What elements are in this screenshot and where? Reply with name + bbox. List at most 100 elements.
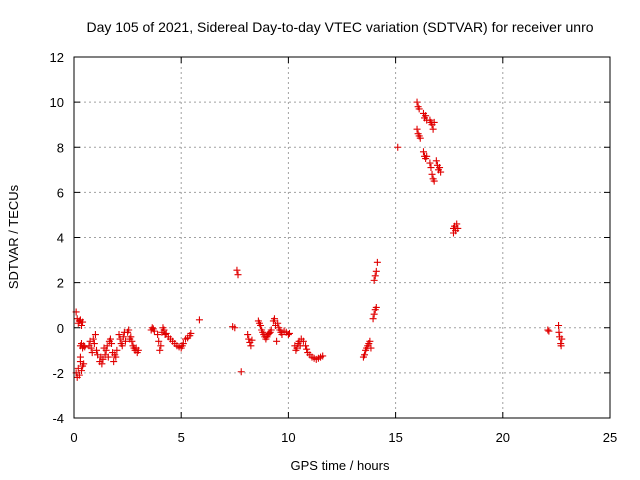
data-point	[427, 164, 435, 172]
data-point	[430, 118, 438, 126]
data-point	[75, 371, 83, 379]
data-point	[555, 321, 563, 329]
data-point	[154, 331, 162, 339]
data-point	[127, 333, 135, 341]
y-tick-label: 8	[57, 140, 64, 155]
data-point	[121, 337, 129, 345]
data-point	[234, 271, 242, 279]
data-point	[257, 321, 265, 329]
data-point	[274, 319, 282, 327]
data-point	[108, 340, 116, 348]
data-point	[104, 353, 112, 361]
data-point	[545, 327, 553, 335]
data-point	[270, 315, 278, 323]
data-point	[284, 331, 292, 339]
data-point	[245, 335, 253, 343]
y-tick-label: -4	[52, 411, 64, 426]
data-point	[76, 353, 84, 361]
data-point	[233, 266, 241, 274]
data-point	[428, 170, 436, 178]
data-point	[155, 337, 163, 345]
data-point	[319, 352, 327, 360]
data-point	[394, 143, 402, 151]
data-point	[247, 342, 255, 350]
data-point	[370, 276, 378, 284]
data-point	[367, 344, 375, 352]
data-point	[125, 326, 133, 334]
y-axis-label: SDTVAR / TECUs	[6, 184, 21, 289]
x-tick-label: 5	[178, 430, 185, 445]
data-point	[429, 125, 437, 133]
data-point	[419, 148, 427, 156]
data-point	[557, 342, 565, 350]
data-point	[454, 224, 462, 232]
data-points	[72, 98, 566, 381]
data-point	[422, 112, 430, 120]
plot-frame	[73, 56, 611, 419]
data-point	[110, 358, 118, 366]
data-point	[361, 351, 369, 359]
data-point	[558, 335, 566, 343]
x-tick-label: 25	[603, 430, 617, 445]
data-point	[118, 342, 126, 350]
data-point	[449, 229, 457, 237]
data-point	[453, 220, 461, 228]
data-point	[426, 159, 434, 167]
data-point	[75, 317, 83, 325]
y-tick-label: 6	[57, 185, 64, 200]
data-point	[273, 337, 281, 345]
data-point	[179, 340, 187, 348]
data-point	[372, 267, 380, 275]
x-tick-label: 10	[281, 430, 295, 445]
data-point	[436, 164, 444, 172]
data-point	[285, 329, 293, 337]
data-point	[369, 315, 377, 323]
y-tick-label: 10	[50, 95, 64, 110]
data-point	[302, 342, 310, 350]
data-point	[106, 335, 114, 343]
data-point	[115, 331, 123, 339]
data-point	[103, 342, 111, 350]
data-point	[90, 340, 98, 348]
x-tick-label: 15	[388, 430, 402, 445]
data-point	[78, 367, 86, 375]
data-point	[81, 343, 89, 351]
chart-title: Day 105 of 2021, Sidereal Day-to-day VTE…	[86, 19, 593, 35]
data-point	[98, 360, 106, 368]
data-point	[430, 177, 438, 185]
y-tick-label: 12	[50, 50, 64, 65]
data-point	[79, 318, 87, 326]
data-point	[88, 349, 96, 357]
data-point	[128, 337, 136, 345]
x-axis-label: GPS time / hours	[291, 458, 390, 473]
y-tick-label: -2	[52, 366, 64, 381]
data-point	[267, 326, 275, 334]
data-point	[134, 346, 142, 354]
x-tick-label: 0	[70, 430, 77, 445]
data-point	[299, 337, 307, 345]
data-point	[89, 335, 97, 343]
data-point	[112, 353, 120, 361]
data-point	[91, 331, 99, 339]
data-point	[113, 346, 121, 354]
y-tick-label: 0	[57, 321, 64, 336]
data-point	[366, 337, 374, 345]
data-point	[544, 326, 552, 334]
data-point	[93, 346, 101, 354]
data-point	[415, 105, 423, 113]
data-point	[99, 355, 107, 363]
y-tick-label: 2	[57, 276, 64, 291]
x-tick-label: 20	[496, 430, 510, 445]
data-point	[373, 258, 381, 266]
data-point	[195, 316, 203, 324]
data-point	[244, 331, 252, 339]
data-point	[371, 272, 379, 280]
y-tick-label: 4	[57, 231, 64, 246]
data-point	[372, 303, 380, 311]
data-point	[78, 321, 86, 329]
data-point	[231, 324, 239, 332]
data-point	[187, 329, 195, 337]
data-point	[437, 168, 445, 176]
